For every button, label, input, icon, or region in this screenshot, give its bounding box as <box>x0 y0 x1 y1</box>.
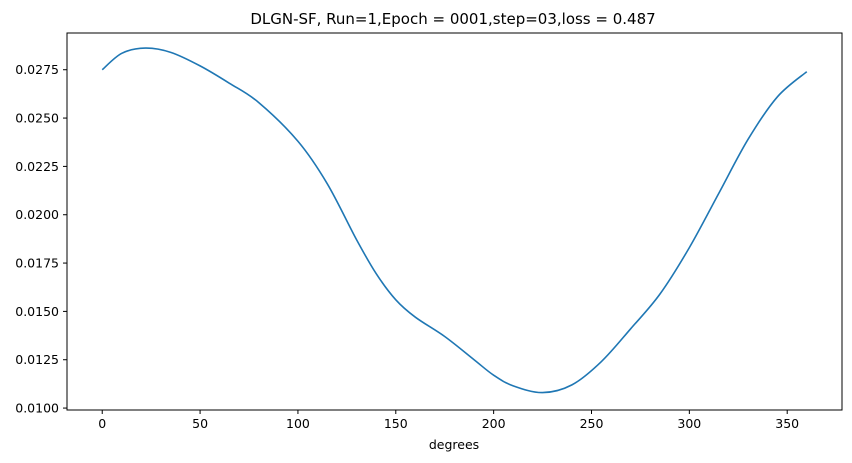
x-tick-label: 350 <box>775 416 799 431</box>
y-tick-label: 0.0225 <box>15 159 59 174</box>
axes-frame <box>66 32 843 411</box>
chart-title: DLGN-SF, Run=1,Epoch = 0001,step=03,loss… <box>250 10 655 28</box>
y-tick-label: 0.0125 <box>15 352 59 367</box>
x-axis-label: degrees <box>429 437 479 452</box>
x-tick-label: 250 <box>580 416 604 431</box>
series-layer <box>101 47 808 394</box>
x-axis-ticks: 0 50 100 150 200 250 300 350 <box>98 410 799 431</box>
x-tick-label: 200 <box>482 416 506 431</box>
x-tick-label: 100 <box>286 416 310 431</box>
y-tick-label: 0.0150 <box>15 304 59 319</box>
y-tick-label: 0.0100 <box>15 401 59 416</box>
series-line-0 <box>101 47 808 394</box>
x-tick-label: 150 <box>384 416 408 431</box>
y-tick-label: 0.0200 <box>15 207 59 222</box>
x-tick-label: 300 <box>677 416 701 431</box>
x-tick-label: 50 <box>192 416 208 431</box>
y-tick-label: 0.0250 <box>15 111 59 126</box>
y-axis-ticks: 0.0100 0.0125 0.0150 0.0175 0.0200 0.0225 0.02… <box>15 62 67 416</box>
y-tick-label: 0.0175 <box>15 256 59 271</box>
plot-area: 0 50 100 150 200 250 300 350 0.0100 0.0125 0.0150… <box>15 32 843 431</box>
x-tick-label: 0 <box>98 416 106 431</box>
y-tick-label: 0.0275 <box>15 62 59 77</box>
